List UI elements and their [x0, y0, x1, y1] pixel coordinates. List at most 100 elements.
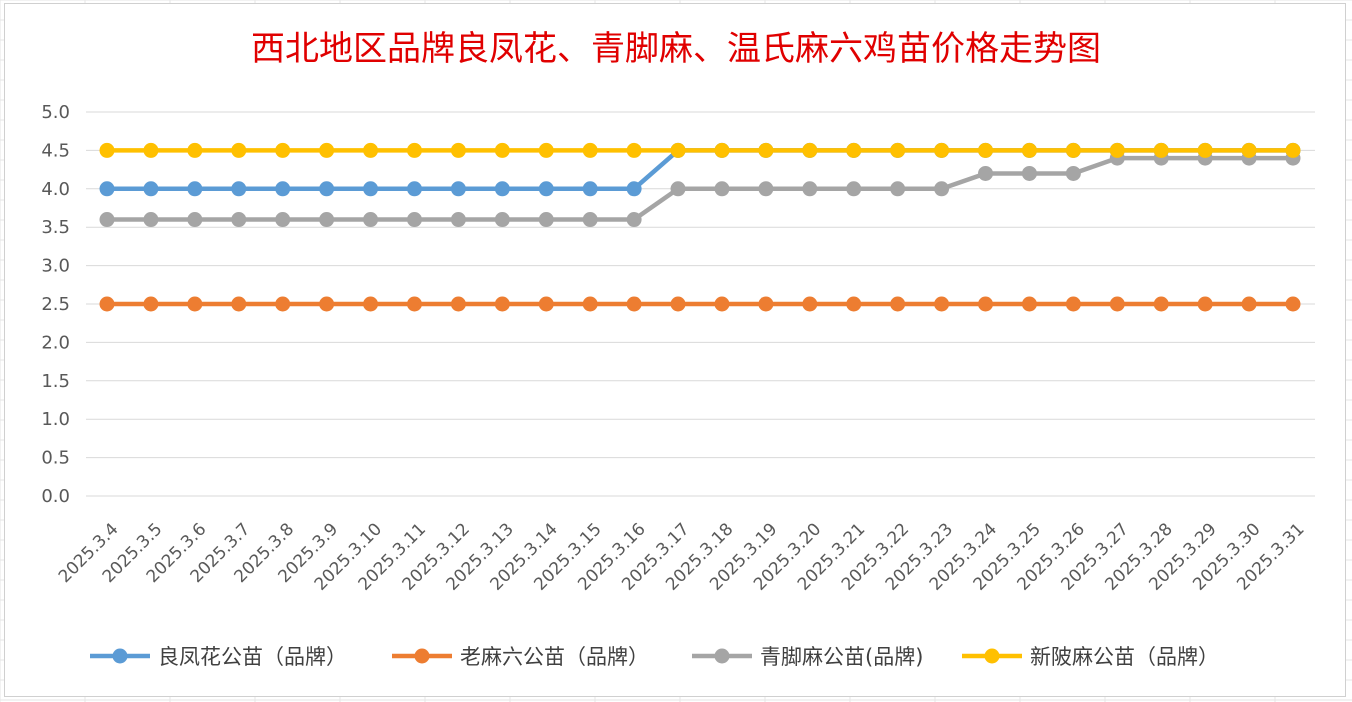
legend-item-3[interactable]: 青脚麻公苗(品牌) — [692, 645, 923, 669]
data-point — [1285, 142, 1301, 158]
data-point — [363, 181, 379, 197]
data-point — [450, 296, 466, 312]
data-point — [143, 181, 159, 197]
y-tick-label: 5.0 — [41, 102, 70, 123]
data-point — [187, 212, 203, 228]
legend-label: 老麻六公苗（品牌） — [460, 645, 649, 669]
data-point — [1021, 142, 1037, 158]
series-4 — [99, 142, 1301, 158]
data-point — [363, 142, 379, 158]
y-tick-label: 3.5 — [41, 217, 70, 238]
chart-title: 西北地区品牌良凤花、青脚麻、温氏麻六鸡苗价格走势图 — [251, 29, 1101, 69]
data-point — [802, 296, 818, 312]
y-tick-label: 3.0 — [41, 256, 70, 277]
data-point — [231, 296, 247, 312]
data-point — [802, 181, 818, 197]
data-point — [187, 296, 203, 312]
series-layer — [99, 142, 1301, 312]
legend-marker — [414, 648, 430, 664]
data-point — [978, 165, 994, 181]
data-point — [1021, 165, 1037, 181]
data-point — [890, 296, 906, 312]
y-axis-ticks: 0.0 0.5 1.0 1.5 2.0 2.5 3.0 3.5 4.0 4.5 5.0 — [41, 102, 70, 507]
data-point — [1197, 142, 1213, 158]
data-point — [582, 142, 598, 158]
legend-label: 良凤花公苗（品牌） — [158, 645, 347, 669]
x-axis-ticks: 2025.3.42025.3.52025.3.62025.3.72025.3.8… — [55, 519, 1309, 594]
data-point — [494, 181, 510, 197]
data-point — [934, 181, 950, 197]
series-line — [107, 155, 1293, 222]
data-point — [670, 181, 686, 197]
data-point — [99, 296, 115, 312]
data-point — [319, 296, 335, 312]
legend-item-2[interactable]: 老麻六公苗（品牌） — [392, 645, 649, 669]
data-point — [934, 142, 950, 158]
data-point — [890, 181, 906, 197]
data-point — [143, 212, 159, 228]
data-point — [538, 181, 554, 197]
data-point — [231, 212, 247, 228]
legend-label: 新陂麻公苗（品牌） — [1030, 645, 1219, 669]
data-point — [582, 212, 598, 228]
data-point — [846, 296, 862, 312]
data-point — [670, 142, 686, 158]
y-tick-label: 0.5 — [41, 448, 70, 469]
data-point — [626, 181, 642, 197]
data-point — [1285, 296, 1301, 312]
data-point — [187, 181, 203, 197]
y-tick-label: 1.0 — [41, 409, 70, 430]
data-point — [582, 181, 598, 197]
data-point — [494, 212, 510, 228]
data-point — [450, 142, 466, 158]
data-point — [758, 181, 774, 197]
legend-item-4[interactable]: 新陂麻公苗（品牌） — [962, 645, 1219, 669]
data-point — [143, 142, 159, 158]
data-point — [1109, 296, 1125, 312]
data-point — [802, 142, 818, 158]
y-tick-label: 2.0 — [41, 332, 70, 353]
data-point — [99, 212, 115, 228]
series-2 — [99, 296, 1301, 312]
data-point — [494, 296, 510, 312]
legend-item-1[interactable]: 良凤花公苗（品牌） — [90, 645, 347, 669]
series-3 — [99, 150, 1301, 228]
data-point — [934, 296, 950, 312]
data-point — [275, 142, 291, 158]
data-point — [582, 296, 598, 312]
data-point — [1241, 142, 1257, 158]
data-point — [626, 142, 642, 158]
data-point — [231, 181, 247, 197]
data-point — [846, 181, 862, 197]
data-point — [758, 296, 774, 312]
data-point — [275, 181, 291, 197]
data-point — [1021, 296, 1037, 312]
data-point — [406, 296, 422, 312]
data-point — [275, 212, 291, 228]
data-point — [231, 142, 247, 158]
data-point — [319, 181, 335, 197]
data-point — [714, 296, 730, 312]
data-point — [450, 212, 466, 228]
data-point — [714, 181, 730, 197]
data-point — [406, 142, 422, 158]
data-point — [1153, 296, 1169, 312]
data-point — [275, 296, 291, 312]
data-point — [143, 296, 159, 312]
chart-frame[interactable] — [4, 3, 1346, 697]
legend[interactable]: 良凤花公苗（品牌） 老麻六公苗（品牌） 青脚麻公苗(品牌) 新陂麻公苗（品牌） — [90, 645, 1219, 669]
data-point — [494, 142, 510, 158]
data-point — [99, 181, 115, 197]
data-point — [978, 142, 994, 158]
data-point — [1065, 296, 1081, 312]
data-point — [1109, 142, 1125, 158]
data-point — [406, 212, 422, 228]
data-point — [319, 142, 335, 158]
data-point — [538, 296, 554, 312]
data-point — [1241, 296, 1257, 312]
data-point — [363, 296, 379, 312]
data-point — [1065, 165, 1081, 181]
y-tick-label: 1.5 — [41, 371, 70, 392]
y-tick-label: 0.0 — [41, 486, 70, 507]
